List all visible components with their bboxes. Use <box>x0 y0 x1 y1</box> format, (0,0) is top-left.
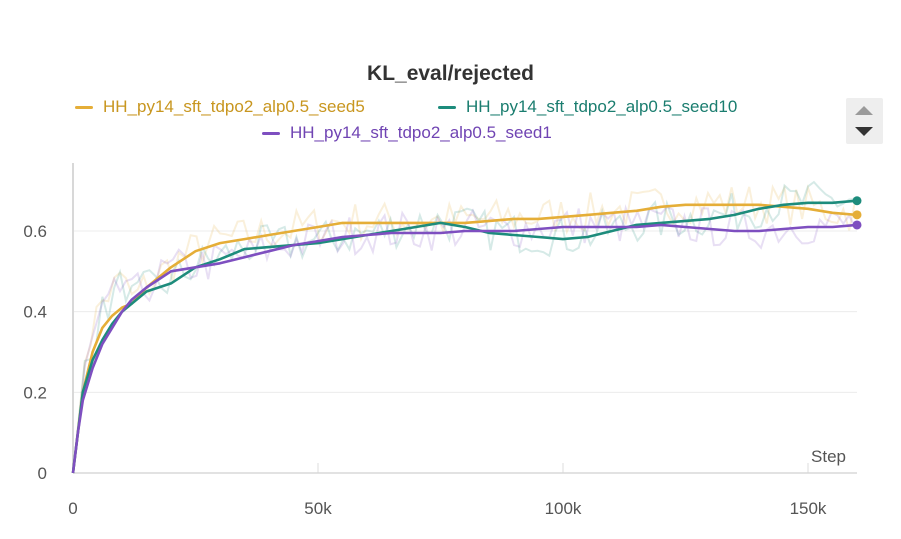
x-tick-label: 0 <box>68 499 77 518</box>
series-end-point <box>852 220 862 230</box>
legend-swatch-seed5 <box>75 105 93 109</box>
legend-swatch-seed10 <box>438 105 456 109</box>
legend-label-seed5: HH_py14_sft_tdpo2_alp0.5_seed5 <box>103 97 365 116</box>
triangle-down-icon[interactable] <box>855 127 873 136</box>
series-end-point <box>852 210 862 220</box>
y-tick-label: 0.2 <box>23 383 47 402</box>
series-raw-line <box>72 184 856 474</box>
series-line <box>71 199 858 474</box>
y-tick-label: 0.6 <box>23 222 47 241</box>
chart-title: KL_eval/rejected <box>367 62 534 85</box>
y-tick-label: 0 <box>38 464 47 483</box>
y-tick-label: 0.4 <box>23 303 47 322</box>
series-raw-line <box>72 180 856 470</box>
legend-scroll-control <box>846 98 883 144</box>
x-tick-label: 100k <box>545 499 582 518</box>
legend-swatch-seed1 <box>262 131 280 135</box>
legend-item-seed10[interactable]: HH_py14_sft_tdpo2_alp0.5_seed10 <box>438 97 737 117</box>
x-axis-title: Step <box>811 447 846 466</box>
legend-label-seed10: HH_py14_sft_tdpo2_alp0.5_seed10 <box>466 97 738 116</box>
series-line <box>71 203 858 474</box>
x-tick-label: 150k <box>790 499 827 518</box>
legend-item-seed1[interactable]: HH_py14_sft_tdpo2_alp0.5_seed1 <box>262 123 552 143</box>
series-raw-line <box>72 204 856 472</box>
triangle-up-icon[interactable] <box>855 106 873 115</box>
x-tick-label: 50k <box>304 499 332 518</box>
series-line <box>71 223 858 474</box>
legend-label-seed1: HH_py14_sft_tdpo2_alp0.5_seed1 <box>290 123 552 142</box>
series-end-point <box>852 196 862 206</box>
legend-item-seed5[interactable]: HH_py14_sft_tdpo2_alp0.5_seed5 <box>75 97 365 117</box>
